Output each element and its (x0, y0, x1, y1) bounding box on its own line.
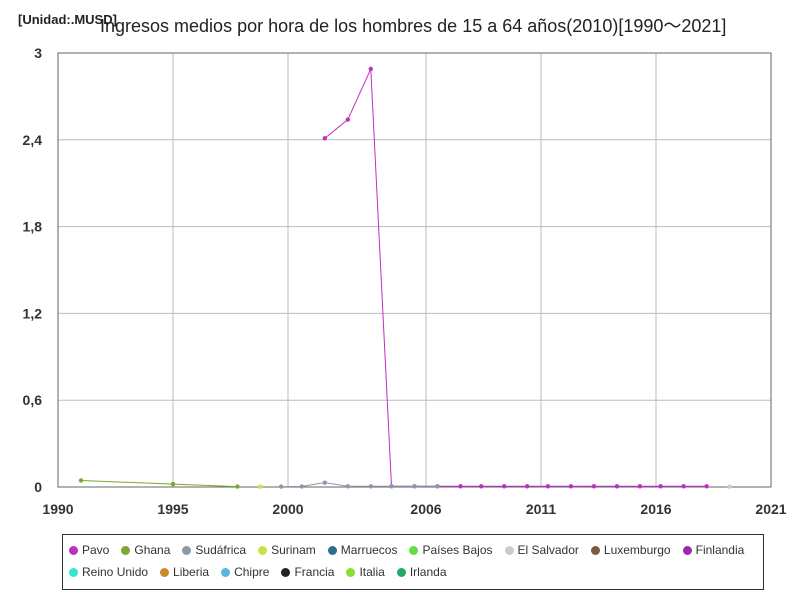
legend-swatch (409, 545, 419, 555)
data-point (525, 484, 530, 489)
legend-item: Francia (281, 565, 334, 579)
chart-title: Ingresos medios por hora de los hombres … (100, 16, 727, 36)
data-point (322, 136, 327, 141)
legend-label: Países Bajos (422, 543, 493, 557)
legend-item: Marruecos (327, 543, 398, 557)
x-tick-label: 2021 (755, 501, 786, 517)
legend-label: Reino Unido (82, 565, 149, 579)
legend-item: Chipre (221, 565, 269, 579)
x-tick-label: 2016 (640, 501, 671, 517)
legend-swatch (258, 545, 268, 555)
data-point (568, 484, 574, 489)
data-point (412, 484, 417, 489)
legend-swatch (682, 545, 692, 555)
data-point (502, 484, 507, 489)
legend-item: Finlandia (682, 543, 745, 557)
data-point (614, 484, 620, 489)
line-chart: 0 0,6 1,2 1,8 2,4 3 1990 1995 2000 2006 2011 2016 20… (23, 45, 787, 517)
legend-swatch (221, 567, 231, 577)
legend-item: Sudáfrica (182, 543, 246, 557)
data-point (322, 480, 327, 485)
data-point (591, 484, 597, 489)
legend-label: Ghana (134, 543, 171, 557)
legend-label: Surinam (271, 543, 316, 557)
data-point (299, 484, 304, 489)
legend-label: Francia (294, 565, 335, 579)
data-point (368, 66, 373, 72)
legend-label: Chipre (234, 565, 270, 579)
y-tick-label: 1,8 (23, 219, 43, 235)
unit-label: [Unidad:.MUSD] (18, 12, 117, 27)
data-point (658, 484, 663, 489)
legend-item: El Salvador (504, 543, 579, 557)
data-point (435, 484, 440, 489)
data-point (681, 484, 686, 489)
data-point (170, 481, 176, 487)
legend-item: Luxemburgo (590, 543, 671, 557)
data-point (479, 484, 484, 489)
data-point (345, 117, 350, 122)
data-point (545, 484, 551, 489)
legend-item: Ghana (121, 543, 170, 557)
y-tick-label: 2,4 (23, 132, 43, 148)
legend-label: Italia (359, 565, 385, 579)
series-line (324, 68, 707, 487)
data-point (458, 484, 463, 489)
legend-swatch (69, 545, 78, 555)
legend-item: Liberia (160, 565, 209, 579)
data-point (637, 484, 643, 489)
data-point (704, 484, 709, 489)
legend-swatch (160, 567, 170, 577)
legend-row: Pavo Ghana Sudáfrica Surinam Marruecos Países… (69, 539, 757, 561)
legend-swatch (590, 545, 600, 555)
data-point (235, 484, 240, 489)
x-tick-label: 2011 (526, 501, 557, 517)
legend-swatch (281, 567, 291, 577)
data-point (389, 484, 394, 489)
x-tick-label: 1995 (157, 501, 188, 517)
data-point (368, 484, 373, 489)
legend-swatch (504, 545, 514, 555)
x-tick-label: 2006 (410, 501, 441, 517)
legend-label: Luxemburgo (603, 543, 671, 557)
legend-label: Pavo (82, 543, 110, 557)
data-point (78, 478, 84, 483)
legend-label: Liberia (173, 565, 210, 579)
legend-swatch (396, 567, 406, 577)
chart-legend: Pavo Ghana Sudáfrica Surinam Marruecos Países… (62, 534, 764, 590)
legend-swatch (327, 545, 337, 555)
legend-swatch (346, 567, 356, 577)
legend-item: Pavo (69, 543, 109, 557)
legend-label: Sudáfrica (195, 543, 247, 557)
x-tick-label: 1990 (42, 501, 73, 517)
data-point (258, 484, 263, 489)
legend-swatch (121, 545, 131, 555)
series-line (80, 479, 238, 488)
y-tick-label: 1,2 (23, 305, 43, 321)
series-line (281, 482, 438, 488)
legend-row: Reino Unido Liberia Chipre Francia Italia Irl… (69, 561, 757, 583)
legend-label: El Salvador (517, 543, 579, 557)
legend-item: Reino Unido (69, 565, 148, 579)
x-tick-label: 2000 (272, 501, 303, 517)
data-point (278, 484, 284, 489)
legend-label: Irlanda (409, 565, 447, 579)
legend-item: Italia (346, 565, 385, 579)
data-point (727, 484, 732, 489)
plot-area (57, 52, 772, 488)
legend-item: Irlanda (396, 565, 447, 579)
legend-label: Marruecos (340, 543, 398, 557)
legend-swatch (182, 545, 192, 555)
y-tick-label: 3 (34, 45, 42, 61)
legend-swatch (69, 567, 78, 577)
y-tick-label: 0,6 (23, 392, 43, 408)
y-tick-label: 0 (34, 479, 42, 495)
legend-item: Surinam (258, 543, 316, 557)
legend-label: Finlandia (695, 543, 745, 557)
data-point (345, 484, 350, 489)
legend-item: Países Bajos (409, 543, 493, 557)
